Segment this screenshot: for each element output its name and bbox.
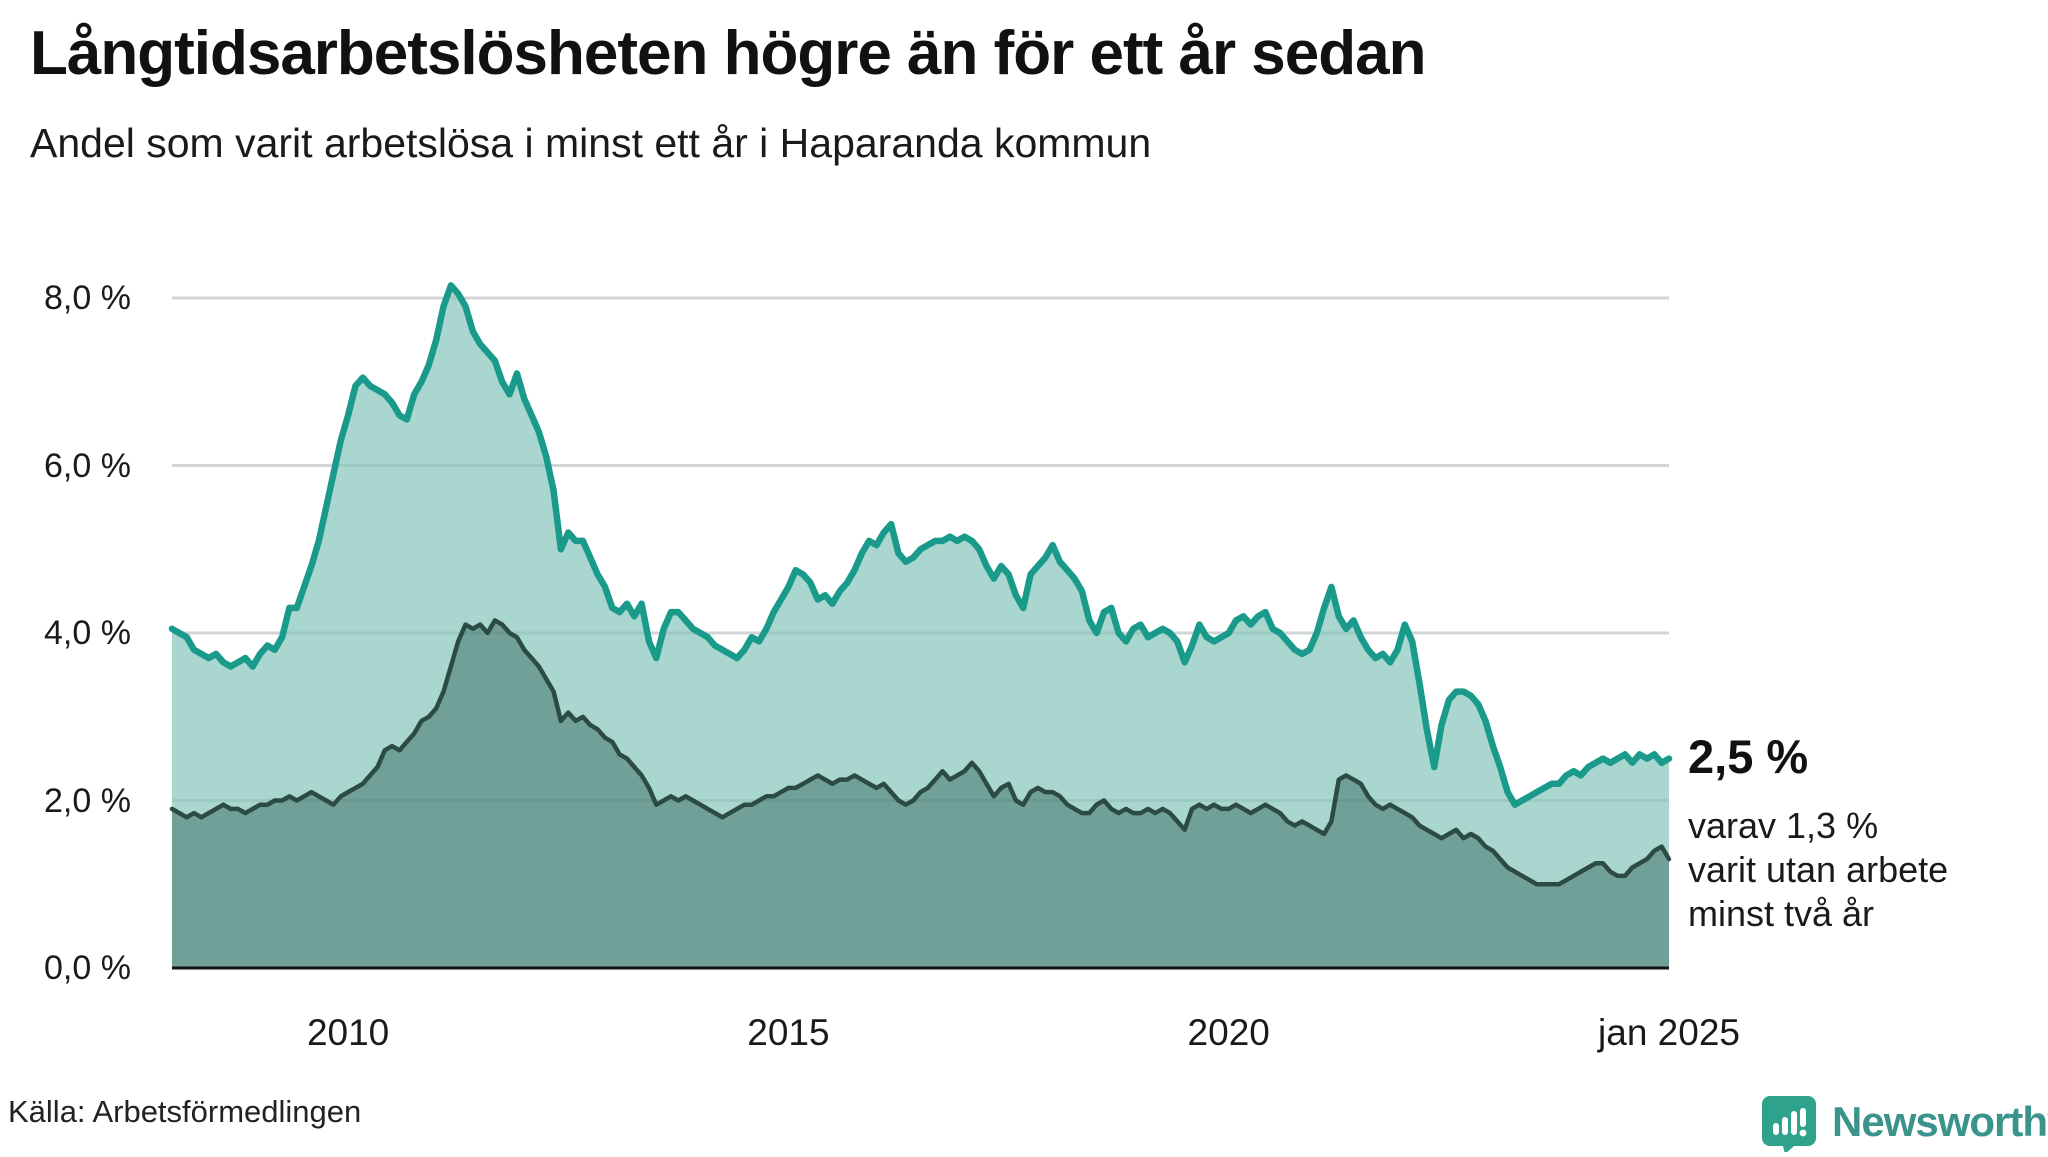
page-subtitle: Andel som varit arbetslösa i minst ett å… (30, 120, 1152, 166)
y-axis-tick-label: 8,0 % (44, 279, 131, 317)
y-axis-tick-label: 0,0 % (44, 949, 131, 987)
x-axis-tick-label: 2015 (747, 1012, 830, 1053)
x-axis-tick-label: 2020 (1187, 1012, 1270, 1053)
brand-wordmark: Newsworthy (1832, 1098, 2048, 1145)
x-axis-tick-label: 2010 (306, 1012, 390, 1053)
detail-line-2: varit utan arbete (1688, 849, 1949, 890)
y-axis-tick-label: 4,0 % (44, 614, 131, 652)
x-axis-tick-label: jan 2025 (1598, 1012, 1740, 1053)
y-axis-tick-label: 2,0 % (44, 781, 131, 820)
latest-value-label: 2,5 % (1688, 730, 1809, 783)
y-axis-tick-label: 6,0 % (44, 446, 131, 485)
source-credit: Källa: Arbetsförmedlingen (8, 1094, 362, 1129)
detail-line-1: varav 1,3 % (1688, 805, 1879, 846)
bar-chart-speech-bubble-icon (1762, 1096, 1816, 1154)
detail-line-3: minst två år (1688, 893, 1875, 934)
newsworthy-logo: Newsworthy (1762, 1096, 2048, 1154)
page-title: Långtidsarbetslösheten högre än för ett … (30, 19, 1427, 88)
latest-value-detail: varav 1,3 % varit utan arbete minst två … (1688, 804, 1948, 936)
